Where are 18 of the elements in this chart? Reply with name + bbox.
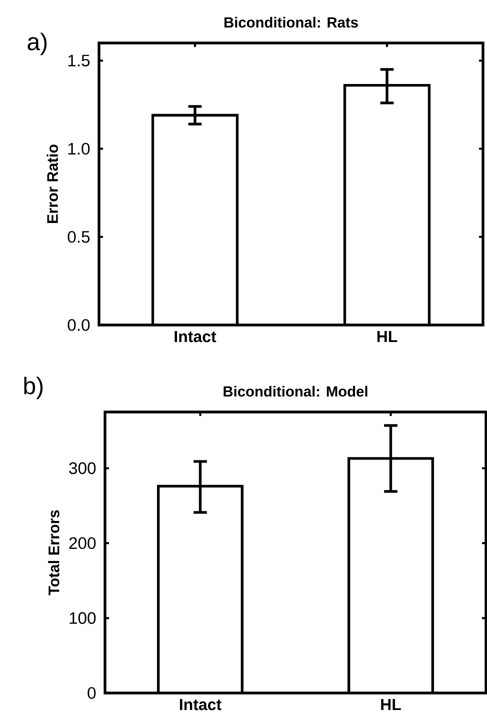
y-tick-label: 0.5	[68, 230, 90, 243]
chart-title: Biconditional: Model	[224, 386, 368, 397]
text: b)	[24, 376, 43, 400]
x-tick-label: HL	[377, 331, 398, 342]
y-axis-title: Total Errors	[48, 510, 60, 596]
y-tick-label: 200	[69, 537, 96, 550]
x-tick-label: Intact	[174, 331, 216, 342]
y-tick-label: 0	[88, 687, 96, 699]
text: a)	[28, 32, 47, 56]
y-tick-label: 100	[70, 612, 96, 624]
y-tick-label: 1.0	[68, 142, 90, 155]
y-axis-title: Error Ratio	[46, 144, 58, 224]
x-tick-label: Intact	[180, 699, 222, 710]
y-tick-label: 300	[69, 462, 96, 474]
chart-title: Biconditional: Rats	[224, 16, 358, 28]
y-tick-label: 1.5	[68, 54, 90, 66]
x-tick-label: HL	[381, 699, 401, 710]
y-tick-label: 0.0	[68, 319, 90, 331]
